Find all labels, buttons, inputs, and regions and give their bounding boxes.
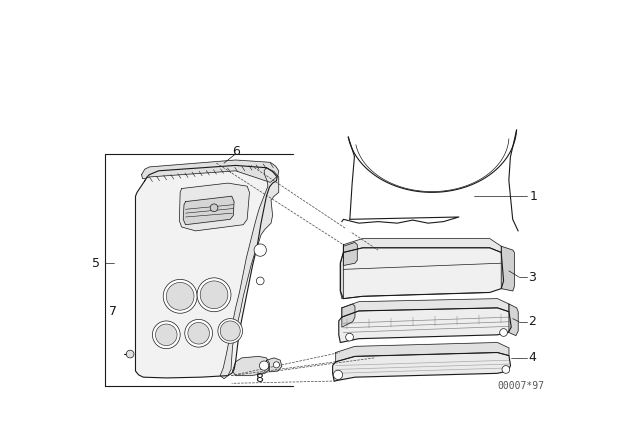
Circle shape	[188, 323, 209, 344]
Circle shape	[333, 370, 342, 379]
Text: 6: 6	[232, 145, 239, 158]
Circle shape	[185, 319, 212, 347]
Text: 00007*97: 00007*97	[497, 381, 545, 392]
Text: 2: 2	[528, 315, 536, 328]
Circle shape	[259, 361, 269, 370]
Polygon shape	[340, 248, 504, 299]
Text: 7: 7	[109, 305, 116, 318]
Polygon shape	[340, 245, 344, 299]
Circle shape	[197, 278, 231, 312]
Polygon shape	[501, 246, 515, 291]
Polygon shape	[344, 238, 501, 252]
Text: 3: 3	[528, 271, 536, 284]
Circle shape	[500, 329, 508, 336]
Polygon shape	[342, 299, 509, 317]
Circle shape	[254, 244, 266, 256]
Polygon shape	[342, 304, 355, 327]
Circle shape	[156, 324, 177, 345]
Polygon shape	[336, 343, 509, 362]
Circle shape	[163, 280, 197, 313]
Circle shape	[126, 350, 134, 358]
Circle shape	[502, 366, 509, 373]
Polygon shape	[136, 165, 277, 378]
Circle shape	[210, 204, 218, 211]
Polygon shape	[333, 353, 511, 381]
Circle shape	[257, 277, 264, 285]
Polygon shape	[339, 308, 511, 343]
Circle shape	[346, 333, 353, 341]
Polygon shape	[232, 356, 269, 375]
Polygon shape	[344, 130, 520, 235]
Circle shape	[152, 321, 180, 349]
Circle shape	[273, 362, 280, 368]
Polygon shape	[509, 304, 518, 336]
Text: 4: 4	[528, 351, 536, 364]
Circle shape	[200, 281, 228, 309]
Circle shape	[218, 319, 243, 343]
Circle shape	[166, 282, 194, 310]
Text: 1: 1	[530, 190, 538, 202]
Text: 5: 5	[92, 257, 100, 270]
Circle shape	[220, 321, 240, 341]
Polygon shape	[220, 168, 279, 379]
Polygon shape	[344, 242, 357, 266]
Polygon shape	[179, 183, 250, 231]
Text: 8: 8	[255, 372, 263, 385]
Polygon shape	[141, 160, 279, 182]
Polygon shape	[183, 196, 234, 225]
Polygon shape	[266, 358, 282, 372]
